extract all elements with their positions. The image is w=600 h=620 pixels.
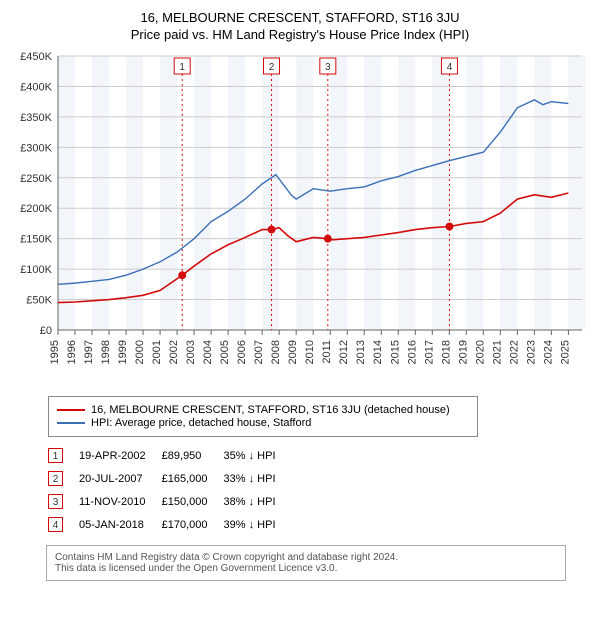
svg-text:2021: 2021	[491, 340, 503, 364]
sale-date: 05-JAN-2018	[79, 514, 160, 535]
sales-table: 1 19-APR-2002£89,95035% ↓ HPI 2 20-JUL-2007…	[46, 443, 292, 537]
svg-text:2007: 2007	[253, 340, 265, 364]
svg-text:2002: 2002	[168, 340, 180, 364]
sale-price: £170,000	[162, 514, 222, 535]
sale-price: £89,950	[162, 445, 222, 466]
svg-text:£400K: £400K	[20, 81, 52, 93]
footer-licence: Contains HM Land Registry data © Crown c…	[46, 545, 566, 581]
svg-text:£450K: £450K	[20, 51, 52, 63]
svg-text:2008: 2008	[270, 340, 282, 364]
svg-text:£50K: £50K	[26, 295, 52, 307]
sale-diff: 39% ↓ HPI	[224, 514, 290, 535]
svg-text:2012: 2012	[338, 340, 350, 364]
svg-text:2009: 2009	[287, 340, 299, 364]
svg-text:2015: 2015	[389, 340, 401, 364]
svg-text:2017: 2017	[423, 340, 435, 364]
svg-text:1: 1	[179, 62, 185, 73]
svg-text:4: 4	[447, 62, 453, 73]
svg-text:£100K: £100K	[20, 264, 52, 276]
svg-text:2019: 2019	[457, 340, 469, 364]
sale-marker-icon: 4	[48, 517, 63, 532]
svg-text:£350K: £350K	[20, 112, 52, 124]
svg-text:2000: 2000	[134, 340, 146, 364]
svg-text:£0: £0	[40, 325, 52, 337]
footer-line1: Contains HM Land Registry data © Crown c…	[55, 552, 557, 563]
table-row: 1 19-APR-2002£89,95035% ↓ HPI	[48, 445, 290, 466]
sale-date: 19-APR-2002	[79, 445, 160, 466]
svg-text:3: 3	[325, 62, 331, 73]
svg-text:£250K: £250K	[20, 173, 52, 185]
legend-label: HPI: Average price, detached house, Staf…	[91, 417, 311, 429]
sale-date: 20-JUL-2007	[79, 468, 160, 489]
svg-text:1996: 1996	[66, 340, 78, 364]
table-row: 3 11-NOV-2010£150,00038% ↓ HPI	[48, 491, 290, 512]
svg-text:2022: 2022	[508, 340, 520, 364]
svg-text:1999: 1999	[117, 340, 129, 364]
svg-text:2006: 2006	[236, 340, 248, 364]
sale-marker-icon: 3	[48, 494, 63, 509]
svg-text:£150K: £150K	[20, 234, 52, 246]
chart-legend: 16, MELBOURNE CRESCENT, STAFFORD, ST16 3…	[48, 396, 478, 437]
svg-text:2025: 2025	[559, 340, 571, 364]
svg-text:2011: 2011	[321, 340, 333, 364]
svg-text:2010: 2010	[304, 340, 316, 364]
legend-swatch	[57, 422, 85, 424]
svg-text:£200K: £200K	[20, 203, 52, 215]
svg-text:2020: 2020	[474, 340, 486, 364]
svg-text:2003: 2003	[185, 340, 197, 364]
price-chart: £0 £50K £100K £150K £200K £250K £300K £350K £400…	[10, 50, 590, 390]
sale-diff: 35% ↓ HPI	[224, 445, 290, 466]
sale-date: 11-NOV-2010	[79, 491, 160, 512]
svg-text:2023: 2023	[525, 340, 537, 364]
legend-swatch	[57, 409, 85, 411]
page-title: 16, MELBOURNE CRESCENT, STAFFORD, ST16 3…	[10, 10, 590, 25]
svg-text:1998: 1998	[100, 340, 112, 364]
svg-text:£300K: £300K	[20, 142, 52, 154]
sale-diff: 33% ↓ HPI	[224, 468, 290, 489]
svg-text:2013: 2013	[355, 340, 367, 364]
page-subtitle: Price paid vs. HM Land Registry's House …	[10, 27, 590, 42]
footer-line2: This data is licensed under the Open Gov…	[55, 563, 557, 574]
svg-text:2001: 2001	[151, 340, 163, 364]
svg-text:1995: 1995	[49, 340, 61, 364]
sale-diff: 38% ↓ HPI	[224, 491, 290, 512]
svg-text:2014: 2014	[372, 340, 384, 364]
sale-marker-icon: 2	[48, 471, 63, 486]
table-row: 4 05-JAN-2018£170,00039% ↓ HPI	[48, 514, 290, 535]
svg-text:1997: 1997	[83, 340, 95, 364]
sale-marker-icon: 1	[48, 448, 63, 463]
table-row: 2 20-JUL-2007£165,00033% ↓ HPI	[48, 468, 290, 489]
svg-text:2018: 2018	[440, 340, 452, 364]
svg-text:2024: 2024	[542, 340, 554, 364]
sale-price: £150,000	[162, 491, 222, 512]
svg-text:2004: 2004	[202, 340, 214, 364]
svg-text:2: 2	[269, 62, 275, 73]
legend-label: 16, MELBOURNE CRESCENT, STAFFORD, ST16 3…	[91, 404, 450, 416]
svg-text:2016: 2016	[406, 340, 418, 364]
legend-row: 16, MELBOURNE CRESCENT, STAFFORD, ST16 3…	[57, 404, 469, 416]
svg-text:2005: 2005	[219, 340, 231, 364]
legend-row: HPI: Average price, detached house, Staf…	[57, 417, 469, 429]
sale-price: £165,000	[162, 468, 222, 489]
